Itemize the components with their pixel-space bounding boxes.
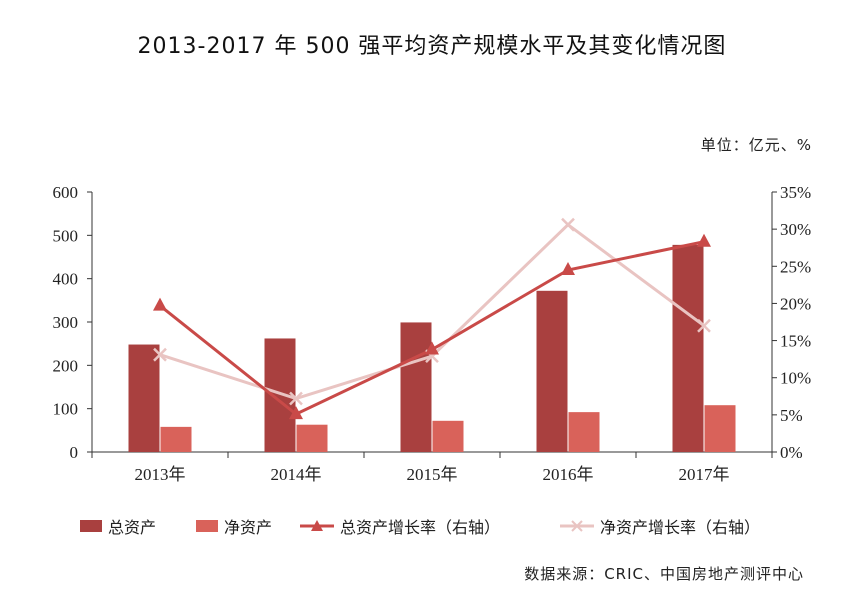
bar-total-assets bbox=[400, 322, 432, 452]
x-tick-label: 2017年 bbox=[679, 465, 730, 484]
bar-total-assets bbox=[264, 338, 296, 452]
bar-net-assets bbox=[432, 420, 464, 452]
left-tick-label: 100 bbox=[53, 400, 79, 419]
point-total-growth bbox=[289, 406, 303, 420]
x-tick-label: 2013年 bbox=[135, 465, 186, 484]
right-tick-label: 25% bbox=[780, 257, 811, 276]
x-tick-label: 2016年 bbox=[543, 465, 594, 484]
legend-label-net-assets: 净资产 bbox=[224, 518, 273, 537]
legend-item-total-assets: 总资产 bbox=[80, 514, 156, 538]
point-net-growth bbox=[289, 391, 303, 406]
point-net-growth bbox=[561, 217, 575, 232]
unit-label: 单位：亿元、% bbox=[700, 136, 812, 154]
bar-net-assets bbox=[296, 424, 328, 452]
right-tick-label: 5% bbox=[780, 406, 803, 425]
right-tick-label: 30% bbox=[780, 220, 811, 239]
bar-net-assets bbox=[704, 405, 736, 452]
legend-label-net-growth: 净资产增长率（右轴） bbox=[600, 518, 761, 537]
line-total-growth bbox=[159, 240, 705, 416]
point-net-growth bbox=[153, 347, 167, 362]
point-total-growth bbox=[561, 262, 575, 275]
legend-swatch-total-assets bbox=[80, 520, 102, 532]
point-total-growth bbox=[697, 233, 711, 247]
left-tick-label: 600 bbox=[53, 183, 79, 202]
left-tick-label: 500 bbox=[53, 226, 79, 245]
legend-swatch-net-assets bbox=[196, 520, 218, 532]
right-tick-label: 35% bbox=[780, 183, 811, 202]
left-tick-label: 200 bbox=[53, 356, 79, 375]
right-tick-label: 0% bbox=[780, 443, 803, 462]
x-tick-label: 2014年 bbox=[271, 465, 322, 484]
left-tick-label: 0 bbox=[70, 443, 79, 462]
right-tick-label: 15% bbox=[780, 332, 811, 351]
right-tick-label: 10% bbox=[780, 369, 811, 388]
data-source: 数据来源：CRIC、中国房地产测评中心 bbox=[524, 565, 804, 583]
bar-total-assets bbox=[128, 344, 160, 452]
legend-item-net-growth: 净资产增长率（右轴） bbox=[560, 514, 760, 538]
left-tick-label: 300 bbox=[53, 313, 79, 332]
bar-total-assets bbox=[672, 244, 704, 452]
bar-total-assets bbox=[536, 290, 568, 452]
legend-item-total-growth: 总资产增长率（右轴） bbox=[300, 514, 500, 538]
legend-marker-net-growth bbox=[560, 520, 594, 532]
point-net-growth bbox=[697, 318, 711, 333]
legend-label-total-growth: 总资产增长率（右轴） bbox=[340, 518, 501, 537]
legend: 总资产 净资产 总资产增长率（右轴） 净资产增长率（右轴） bbox=[0, 514, 864, 544]
bar-net-assets bbox=[568, 412, 600, 452]
chart-title: 2013-2017 年 500 强平均资产规模水平及其变化情况图 bbox=[137, 34, 727, 59]
legend-label-total-assets: 总资产 bbox=[108, 518, 157, 537]
point-total-growth bbox=[425, 341, 439, 355]
right-tick-label: 20% bbox=[780, 294, 811, 313]
legend-marker-total-growth bbox=[300, 520, 334, 531]
x-tick-label: 2015年 bbox=[407, 465, 458, 484]
legend-item-net-assets: 净资产 bbox=[196, 514, 272, 538]
left-tick-label: 400 bbox=[53, 270, 79, 289]
bar-net-assets bbox=[160, 426, 192, 452]
point-total-growth bbox=[153, 297, 167, 311]
